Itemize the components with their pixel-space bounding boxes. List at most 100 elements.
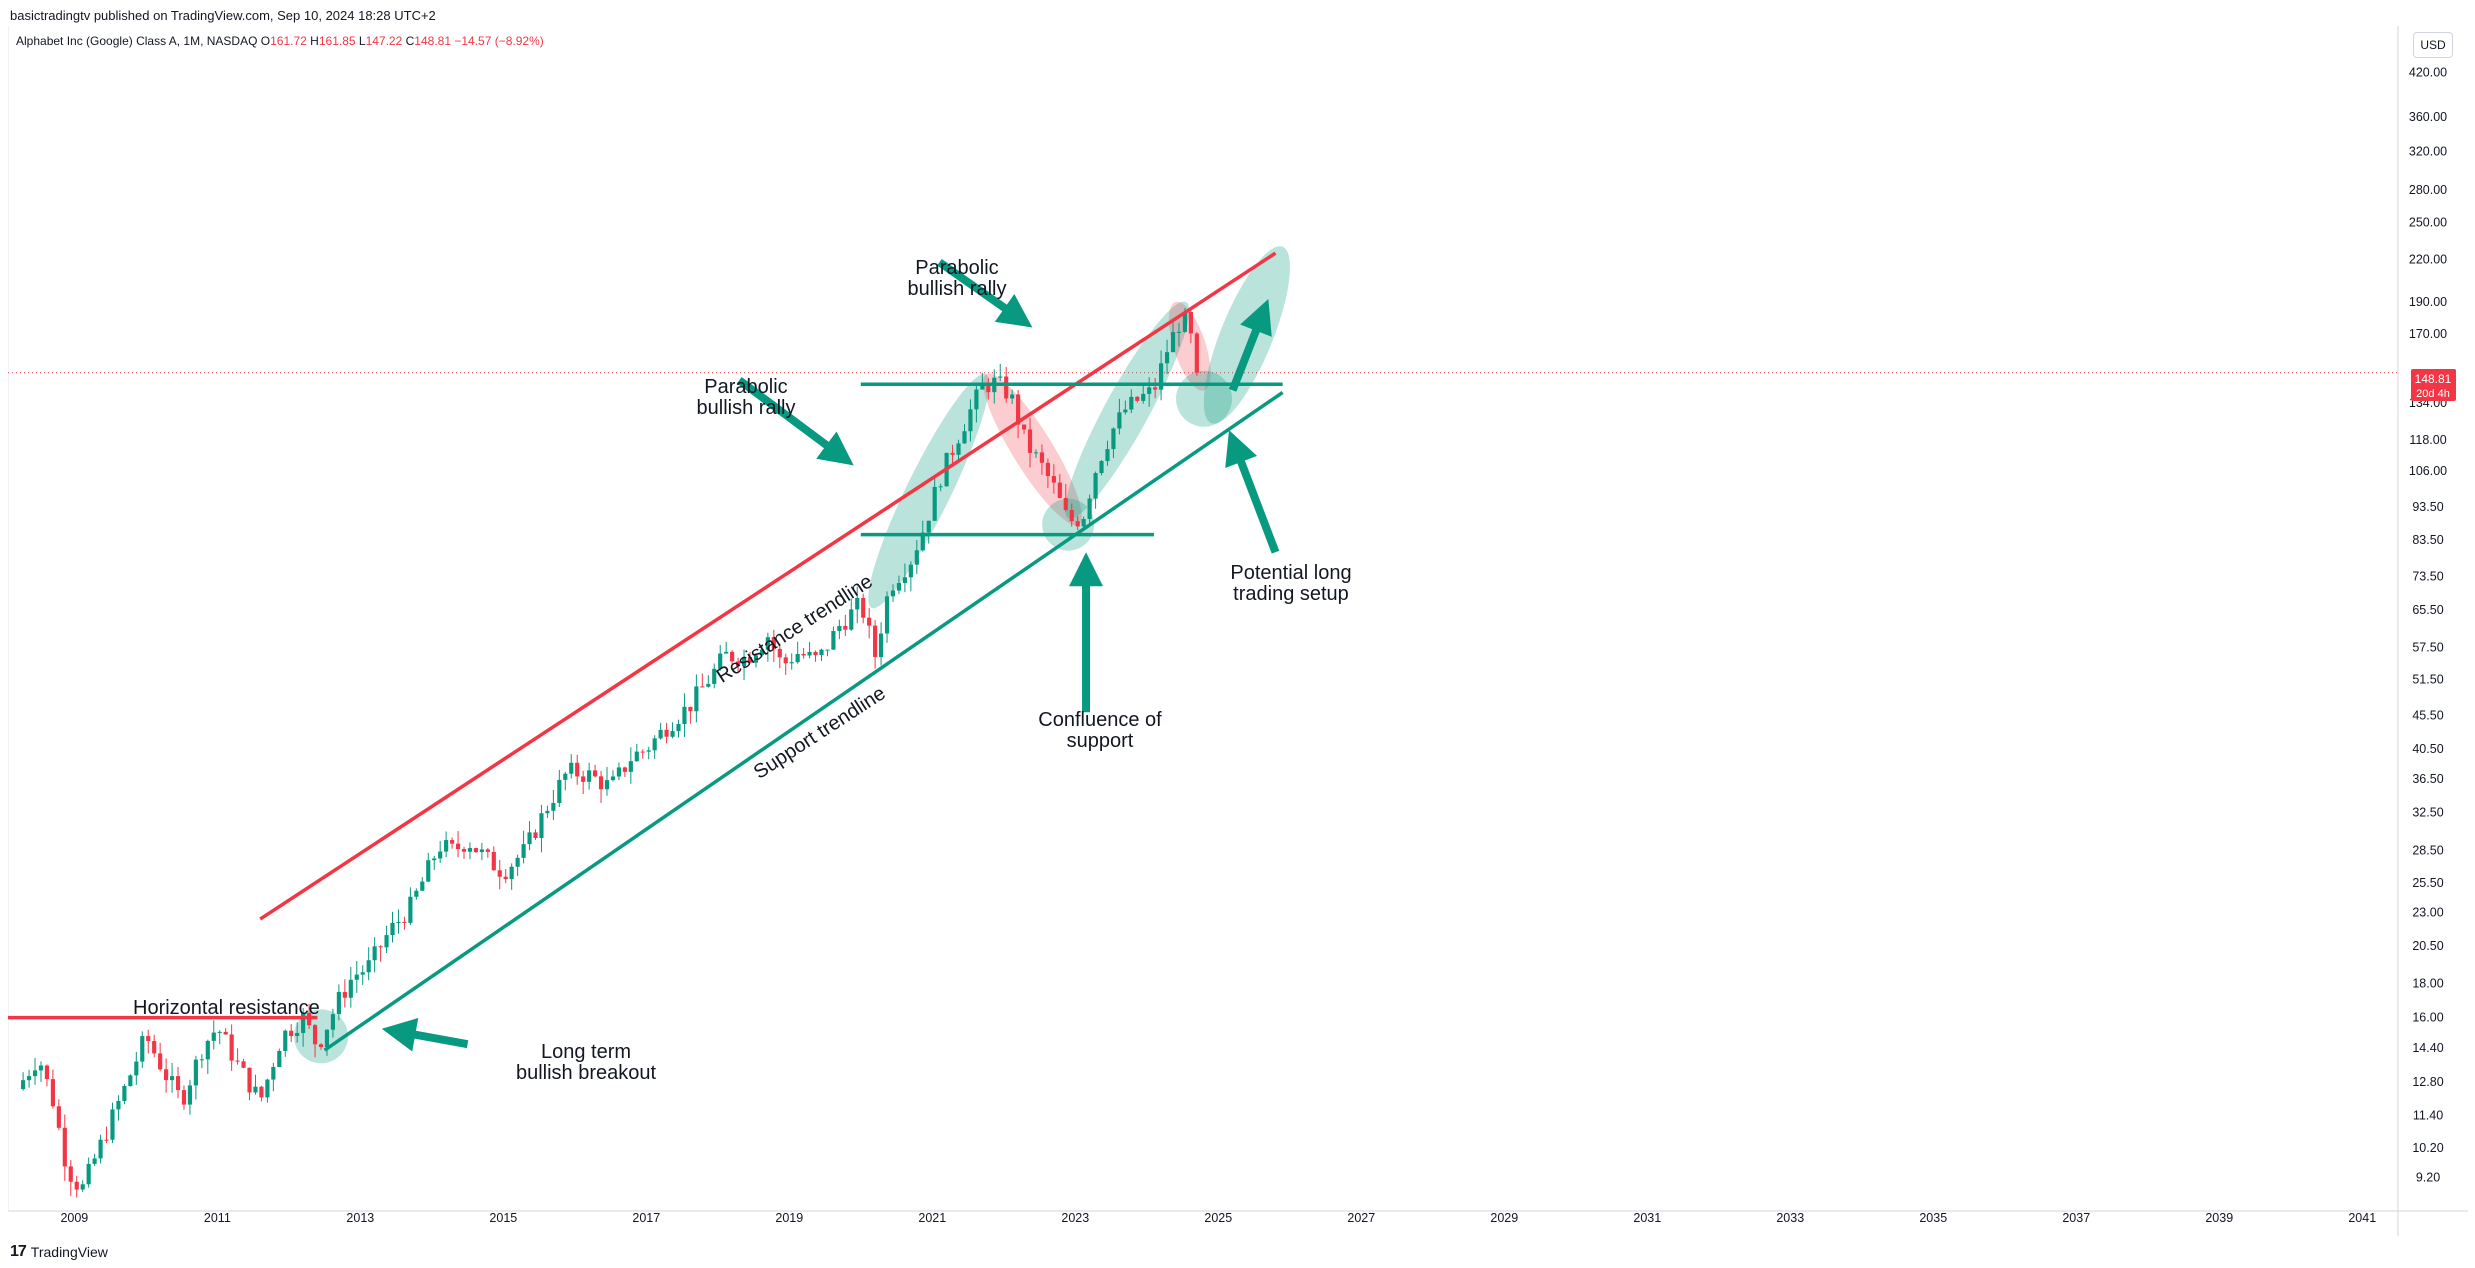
- candle-body: [158, 1053, 163, 1070]
- instrument-name: Alphabet Inc (Google) Class A, 1M, NASDA…: [16, 34, 258, 48]
- currency-button[interactable]: USD: [2413, 32, 2453, 58]
- open-value: 161.72: [270, 34, 307, 48]
- candle-body: [1111, 428, 1116, 450]
- candle-body: [1123, 409, 1128, 413]
- candle-body: [438, 851, 443, 859]
- candle-body: [1087, 498, 1092, 520]
- candles: [21, 307, 1199, 1198]
- candle-body: [1010, 394, 1015, 399]
- annotation-parabolic-b-2: bullish rally: [908, 278, 1007, 300]
- candle-body: [1057, 482, 1062, 498]
- candle-body: [628, 761, 633, 772]
- candle-body: [1129, 396, 1134, 410]
- footer-branding[interactable]: 17 TradingView: [10, 1243, 108, 1261]
- candle-body: [831, 631, 836, 650]
- candle-body: [175, 1076, 181, 1091]
- candle-body: [318, 1044, 324, 1048]
- annotation-support-trendline: Support trendline: [750, 682, 890, 783]
- candle-body: [253, 1086, 258, 1093]
- resistance-trendline-line: [259, 251, 1277, 921]
- candle-body: [74, 1181, 79, 1190]
- candle-body: [807, 651, 812, 656]
- candle-body: [497, 870, 502, 877]
- time-tick-label: 2035: [1919, 1211, 1947, 1225]
- arrow-potential-long: [1225, 430, 1280, 554]
- candle-body: [217, 1031, 222, 1033]
- candle-body: [265, 1079, 270, 1098]
- candle-body: [962, 431, 967, 444]
- candle-body: [1194, 333, 1199, 373]
- candle-body: [140, 1036, 145, 1062]
- candle-body: [342, 992, 347, 998]
- candle-body: [44, 1065, 50, 1080]
- time-tick-label: 2009: [60, 1211, 88, 1225]
- price-tick-label: 106.00: [2409, 464, 2447, 478]
- open-label: O: [260, 34, 271, 48]
- candle-body: [956, 443, 961, 455]
- candle-body: [765, 637, 770, 650]
- candle-body: [366, 960, 371, 973]
- candle-body: [187, 1085, 193, 1105]
- candle-body: [861, 597, 866, 618]
- candle-body: [801, 654, 806, 656]
- candle-body: [646, 750, 651, 752]
- candle-body: [724, 651, 729, 654]
- candle-body: [527, 832, 532, 845]
- candle-body: [26, 1076, 32, 1081]
- candle-body: [301, 1012, 306, 1033]
- arrow-breakout: [381, 1018, 469, 1052]
- candle-body: [396, 921, 401, 923]
- time-tick-label: 2039: [2205, 1211, 2233, 1225]
- candle-body: [1075, 521, 1080, 527]
- price-chart[interactable]: 420.00 360.00 320.00 280.00 250.00 220.00 190.…: [8, 26, 2468, 1236]
- candle-body: [98, 1139, 103, 1159]
- candle-body: [598, 776, 604, 790]
- candle-body: [1164, 352, 1170, 364]
- candle-body: [700, 686, 705, 688]
- time-tick-label: 2017: [632, 1211, 660, 1225]
- candle-body: [950, 452, 955, 455]
- candle-body: [873, 625, 878, 658]
- candle-body: [360, 972, 365, 975]
- tradingview-brand: TradingView: [30, 1244, 108, 1260]
- candle-body: [980, 382, 985, 390]
- candle-body: [1081, 519, 1086, 527]
- candle-body: [604, 780, 610, 790]
- candle-body: [610, 776, 616, 781]
- candle-body: [825, 649, 830, 651]
- candle-body: [390, 922, 395, 936]
- candle-body: [592, 770, 598, 777]
- candle-body: [271, 1066, 276, 1080]
- candle-body: [569, 762, 574, 774]
- time-tick-label: 2023: [1061, 1211, 1089, 1225]
- time-axis[interactable]: 2009 2011 2013 2015 2017 2019 2021 2023 2025 2027…: [60, 1211, 2376, 1225]
- candle-body: [855, 597, 860, 610]
- candle-body: [68, 1166, 73, 1182]
- candle-body: [259, 1086, 264, 1098]
- candle-body: [753, 655, 759, 663]
- candle-body: [688, 706, 693, 712]
- price-axis[interactable]: 420.00 360.00 320.00 280.00 250.00 220.00 190.…: [2409, 66, 2447, 1185]
- annotation-potential-2: trading setup: [1233, 583, 1349, 605]
- confluence-highlight: [1042, 498, 1095, 551]
- time-tick-label: 2019: [775, 1211, 803, 1225]
- candle-body: [164, 1069, 169, 1081]
- highlight-shapes: [294, 246, 1291, 1064]
- price-tick-label: 12.80: [2412, 1075, 2443, 1089]
- candle-body: [908, 564, 913, 578]
- candle-body: [21, 1080, 26, 1090]
- annotation-horizontal-resistance: Horizontal resistance: [133, 997, 320, 1019]
- candle-body: [384, 935, 389, 948]
- candle-body: [414, 890, 419, 897]
- price-tick-label: 65.50: [2412, 603, 2443, 617]
- candle-body: [1170, 332, 1176, 353]
- candle-body: [50, 1079, 55, 1107]
- candle-body: [1182, 311, 1188, 332]
- candle-body: [676, 724, 681, 732]
- candle-body: [193, 1059, 198, 1086]
- symbol-legend: Alphabet Inc (Google) Class A, 1M, NASDA…: [16, 34, 544, 48]
- time-tick-label: 2037: [2062, 1211, 2090, 1225]
- candle-body: [974, 389, 979, 410]
- setup-highlight: [1176, 370, 1232, 427]
- candle-body: [1135, 396, 1140, 401]
